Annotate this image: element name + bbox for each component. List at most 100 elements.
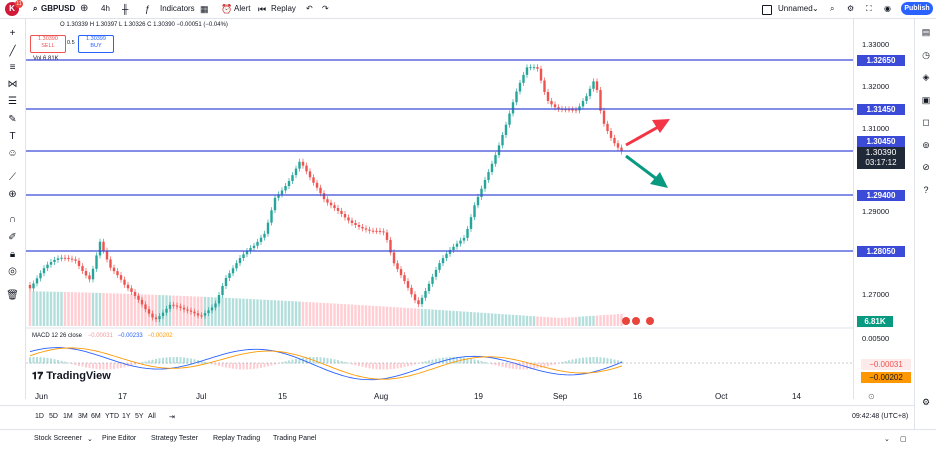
fib-icon[interactable]: ☰ [8,96,17,107]
calendar-icon[interactable]: ▣ [921,95,931,105]
volume-bar [280,300,284,326]
layers-icon[interactable]: ◈ [922,72,930,82]
visibility-icon[interactable]: ◎ [8,266,17,277]
trash-icon[interactable]: 🗑︎ [6,290,19,301]
chat-icon[interactable]: ◻ [922,117,930,127]
alerts-clock-icon[interactable]: ◷ [922,50,930,60]
macd-line-value: −0.00233 [117,333,143,339]
range-all[interactable]: All [148,413,156,420]
range-1d[interactable]: 1D [35,413,44,420]
emoji-icon[interactable]: ☺ [7,148,18,159]
volume-bar [508,314,511,326]
candle [550,100,553,105]
replay-icon[interactable]: ⏮ [258,4,267,14]
watchlist-icon[interactable]: ▤ [921,27,931,37]
alert-button[interactable]: Alert [234,4,251,13]
tab-trading-panel[interactable]: Trading Panel [273,435,317,442]
search-icon[interactable]: ⌕ [33,4,38,13]
alert-icon[interactable]: ⏰ [221,4,233,14]
volume-bar [371,305,375,326]
arrow-down[interactable] [625,154,668,188]
volume-bar [102,293,105,326]
buy-button[interactable]: 1.30399 BUY [78,35,114,53]
macd-histogram-bar [221,363,224,367]
crosshair-icon[interactable]: + [9,28,16,39]
event-markers[interactable] [622,317,654,325]
undo-icon[interactable]: ↶ [306,4,313,13]
candle [144,304,147,310]
range-5d[interactable]: 5D [49,413,58,420]
macd-histogram-bar [410,363,413,366]
lock-icon[interactable]: 🔒︎ [9,249,16,260]
add-symbol-icon[interactable]: ⊕ [80,3,89,14]
settings-icon[interactable]: ⚙ [847,4,855,13]
tab-pine-editor[interactable]: Pine Editor [102,435,137,442]
maximize-icon[interactable]: ▢ [900,436,907,443]
indicators-icon[interactable]: ƒ [145,4,151,14]
clock[interactable]: 09:42:48 (UTC+8) [852,413,909,420]
macd-histogram-bar [249,363,252,370]
arrow-up[interactable] [625,119,670,147]
symbol-name[interactable]: GBPUSD [41,4,76,13]
ruler-icon[interactable]: ⟋ [9,172,16,183]
macd-histogram-bar [288,360,290,364]
camera-icon[interactable]: ◉ [884,4,891,13]
candle [585,96,588,102]
candle [392,252,396,264]
chevron-down-icon[interactable]: ⌄ [87,436,93,443]
tradingview-logo[interactable]: 𝟏𝟕 TradingView [32,370,111,382]
pitchfork-icon[interactable]: ⋈ [7,79,18,90]
range-3m[interactable]: 3M [78,413,88,420]
layout-name[interactable]: Unnamed [778,4,813,13]
settings-small-icon[interactable]: ⚙ [921,397,931,407]
ideas-icon[interactable]: ⊚ [922,140,930,150]
volume-bar [130,293,133,326]
volume-bar [91,292,95,326]
volume-bar [88,292,91,326]
candle [620,147,623,152]
range-1m[interactable]: 1M [63,413,73,420]
brush-icon[interactable]: ✎ [8,114,17,125]
trendline-icon[interactable]: ╱ [9,46,16,57]
indicators-button[interactable]: Indicators [160,4,195,13]
horizontal-lines-icon[interactable]: ≡ [9,62,16,73]
range-5y[interactable]: 5Y [135,413,144,420]
chevron-down-icon[interactable]: ⌄ [812,4,819,13]
volume-bar [375,306,378,326]
macd-histogram-bar [330,358,332,364]
sell-button[interactable]: 1.30390 SELL [30,35,66,53]
volume-bar [340,303,343,326]
tab-strategy-tester[interactable]: Strategy Tester [151,435,198,442]
replay-button[interactable]: Replay [271,4,296,13]
interval-button[interactable]: 4h [101,4,110,13]
layout-checkbox-icon[interactable] [762,5,772,15]
tab-replay-trading[interactable]: Replay Trading [213,435,261,442]
quick-search-icon[interactable]: ⌕ [830,4,835,13]
candle [119,275,123,280]
date-range-icon[interactable]: ⇥ [169,414,175,421]
range-1y[interactable]: 1Y [122,413,131,420]
redo-icon[interactable]: ↷ [322,4,329,13]
magnet-icon[interactable]: ∩ [8,214,17,225]
right-sidebar: ▤ ◷ ◈ ▣ ◻ ⊚ ⊘ ? ⚙ [914,19,936,429]
zoom-icon[interactable]: ⊕ [8,189,17,200]
help-icon[interactable]: ? [923,185,929,195]
signal-icon[interactable]: ⊘ [922,162,930,172]
range-ytd[interactable]: YTD [105,413,119,420]
candles-icon[interactable]: ╫ [122,4,129,14]
templates-icon[interactable]: ▦ [200,4,209,14]
tab-stock-screener[interactable]: Stock Screener [34,435,82,442]
price-chart[interactable] [26,19,853,399]
candle [613,137,616,144]
lock-drawing-icon[interactable]: ✐ [8,232,17,243]
fullscreen-icon[interactable]: ⛶ [866,4,872,13]
goto-icon[interactable]: ⊙ [868,392,875,401]
price-scale[interactable] [853,19,914,399]
volume-bar [60,291,63,326]
volume-bar [284,300,287,326]
range-6m[interactable]: 6M [91,413,101,420]
collapse-icon[interactable]: ⌄ [884,436,890,443]
publish-button[interactable]: Publish [901,2,933,15]
text-icon[interactable]: T [9,131,16,142]
volume-bar [462,311,466,326]
